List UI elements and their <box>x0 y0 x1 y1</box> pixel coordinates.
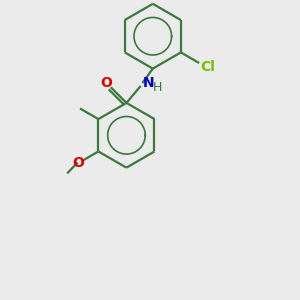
Text: O: O <box>72 155 84 170</box>
Text: Cl: Cl <box>201 60 216 74</box>
Text: N: N <box>143 76 154 90</box>
Text: O: O <box>100 76 112 90</box>
Text: H: H <box>153 81 162 94</box>
